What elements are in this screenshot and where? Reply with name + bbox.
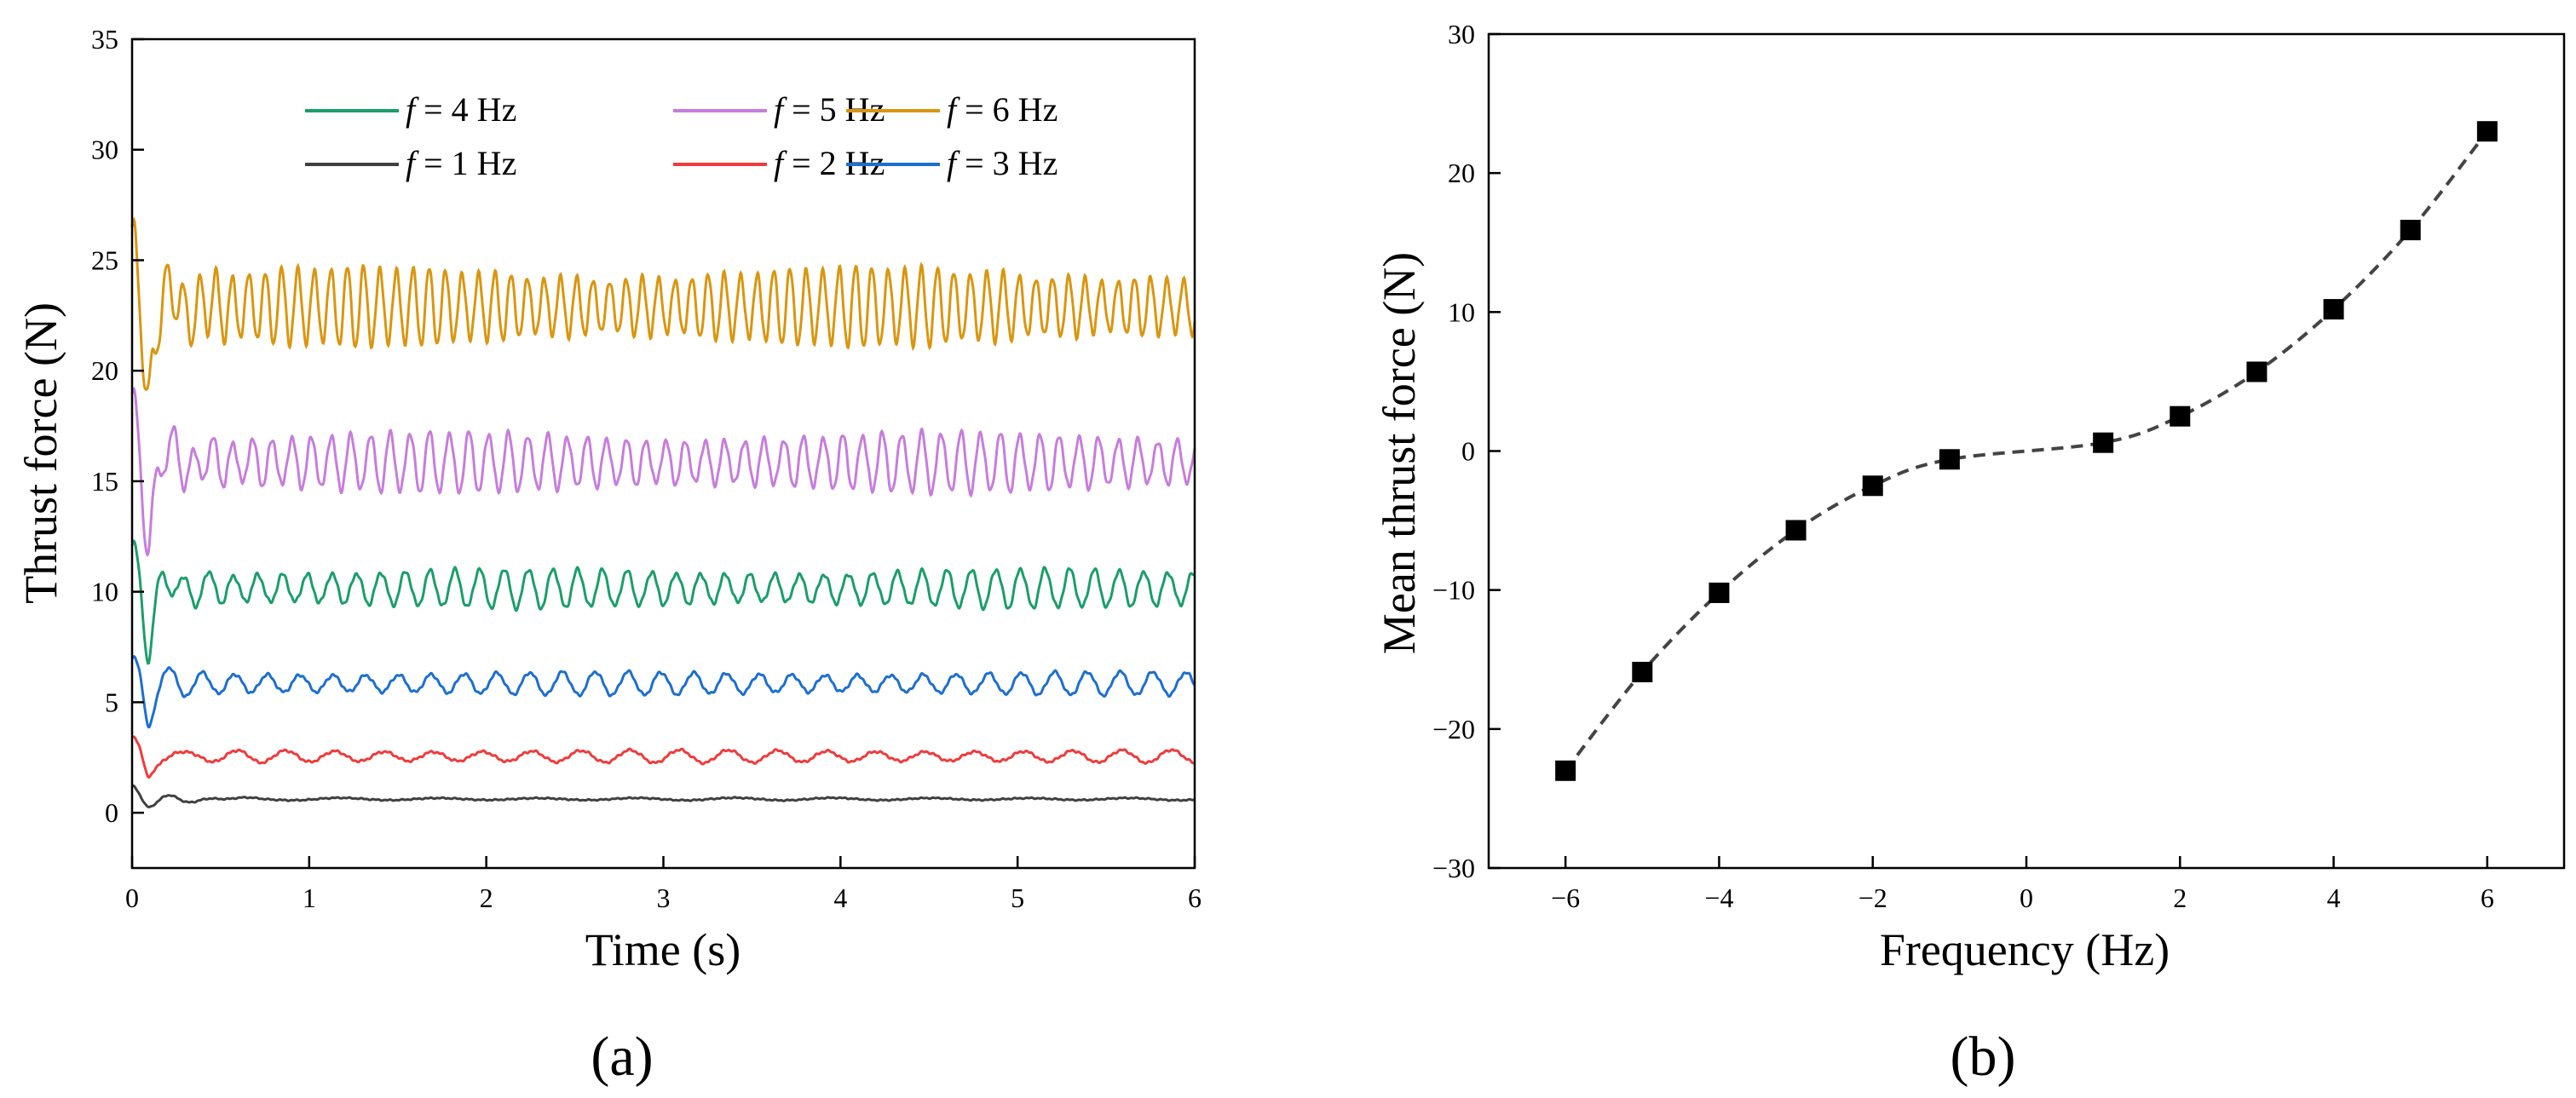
panel-b-plot-frame (1487, 32, 2566, 870)
x-tick-label: 3 (657, 882, 671, 913)
legend-entry-f1-hz: f = 1 Hz (406, 144, 516, 182)
legend-entry-f4-hz: f = 4 Hz (406, 90, 516, 129)
data-point--1-hz (1939, 449, 1960, 470)
x-tick-label: 1 (303, 882, 316, 913)
data-point-2-hz (2170, 405, 2191, 427)
data-point--3-hz (1785, 520, 1807, 541)
data-point--2-hz (1862, 475, 1883, 497)
panel-a-y-axis-label: Thrust force (N) (15, 302, 66, 604)
data-point--4-hz (1709, 582, 1730, 603)
x-tick-label: 2 (480, 882, 493, 913)
y-tick-label: 15 (91, 466, 118, 497)
y-tick-label: 30 (91, 135, 118, 165)
panel-a-label: (a) (591, 1026, 653, 1088)
data-point--6-hz (1555, 760, 1576, 781)
data-point--5-hz (1632, 661, 1653, 682)
x-tick-label: 4 (2327, 882, 2341, 913)
x-tick-label: 0 (2020, 882, 2033, 913)
series-line-f5-hz (130, 387, 1196, 557)
legend-entry-f3-hz: f = 3 Hz (947, 144, 1057, 182)
data-point-3-hz (2246, 361, 2268, 382)
x-tick-label: 5 (1011, 882, 1024, 913)
y-tick-label: −20 (1432, 714, 1475, 744)
y-tick-label: −10 (1432, 575, 1475, 606)
y-tick-label: 5 (105, 687, 118, 717)
data-point-5-hz (2400, 220, 2421, 241)
data-point-4-hz (2323, 299, 2344, 320)
x-tick-label: 6 (1188, 882, 1202, 913)
x-tick-label: −6 (1551, 882, 1580, 913)
panel-b-label: (b) (1951, 1026, 2016, 1088)
x-tick-label: 0 (125, 882, 139, 913)
data-point-1-hz (2093, 432, 2114, 453)
y-tick-label: 30 (1448, 19, 1475, 49)
y-tick-label: 0 (105, 797, 118, 828)
y-tick-label: 10 (1448, 296, 1475, 327)
x-tick-label: 2 (2173, 882, 2187, 913)
series-line-f6-hz (130, 216, 1196, 391)
y-tick-label: 10 (91, 577, 118, 607)
panel-b-fit-line (1564, 129, 2489, 773)
y-tick-label: 20 (1448, 158, 1475, 188)
series-line-f4-hz (130, 539, 1196, 665)
legend-entry-f6-hz: f = 6 Hz (947, 90, 1057, 129)
series-line-f2-hz (130, 735, 1196, 779)
y-tick-label: 0 (1461, 436, 1475, 467)
data-point-6-hz (2476, 121, 2498, 142)
x-tick-label: −4 (1704, 882, 1733, 913)
x-tick-label: 6 (2481, 882, 2494, 913)
panel-b-y-axis-label: Mean thrust force (N) (1374, 252, 1425, 654)
y-tick-label: 20 (91, 355, 118, 386)
y-tick-label: 35 (91, 24, 118, 55)
y-tick-label: 25 (91, 244, 118, 275)
series-line-f1-hz (132, 784, 1196, 809)
series-line-f3-hz (130, 654, 1196, 729)
x-tick-label: 4 (833, 882, 847, 913)
y-tick-label: −30 (1432, 853, 1475, 883)
panel-b-x-axis-label: Frequency (Hz) (1880, 924, 2170, 975)
panel-a-x-axis-label: Time (s) (585, 924, 741, 975)
x-tick-label: −2 (1859, 882, 1887, 913)
